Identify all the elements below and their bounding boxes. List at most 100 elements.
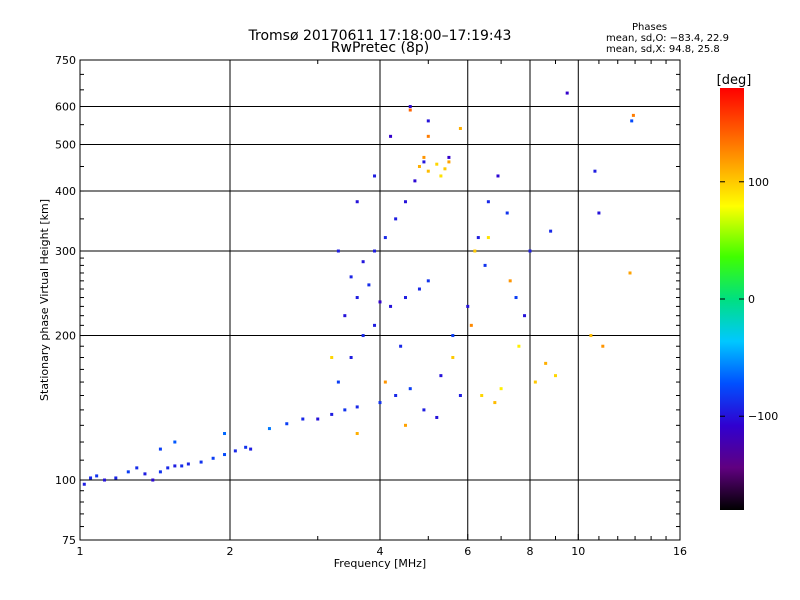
echo-point	[597, 211, 601, 215]
x-axis-label: Frequency [MHz]	[334, 557, 426, 570]
echo-point	[417, 287, 421, 291]
colorbar-tick-label: −100	[748, 410, 778, 423]
echo-point	[426, 134, 430, 138]
echo-point	[267, 427, 271, 431]
echo-point	[413, 179, 417, 183]
echo-point	[336, 249, 340, 253]
chart-title: Tromsø 20170611 17:18:00–17:19:43	[248, 28, 512, 44]
echo-point	[355, 200, 359, 204]
echo-point	[593, 169, 597, 173]
echo-point	[480, 394, 484, 398]
phase-stats-x-mode: mean, sd,X: 94.8, 25.8	[606, 44, 720, 55]
echo-point	[89, 476, 93, 480]
echo-point	[508, 279, 512, 283]
echo-point	[249, 447, 253, 451]
colorbar-label: [deg]	[717, 73, 752, 88]
echo-point	[301, 417, 305, 421]
echo-point	[426, 119, 430, 123]
echo-point	[199, 460, 203, 464]
echo-point	[95, 474, 99, 478]
echo-point	[435, 415, 439, 419]
echo-point	[483, 263, 487, 267]
echo-point	[458, 126, 462, 130]
echo-point	[533, 380, 537, 384]
x-tick-label: 10	[571, 545, 585, 558]
echo-point	[223, 453, 227, 457]
echo-point	[378, 300, 382, 304]
echo-point	[408, 387, 412, 391]
echo-point	[514, 296, 518, 300]
echo-point	[447, 155, 451, 159]
echo-point	[493, 401, 497, 405]
echo-point	[417, 164, 421, 168]
grid-lines	[80, 60, 680, 540]
echo-point	[383, 236, 387, 240]
echo-point	[408, 108, 412, 112]
y-tick-label: 400	[55, 185, 76, 198]
echo-point	[443, 167, 447, 171]
echo-point	[244, 445, 248, 449]
echo-point	[451, 355, 455, 359]
echo-point	[343, 408, 347, 412]
echo-point	[336, 380, 340, 384]
echo-point	[166, 466, 170, 470]
echo-point	[631, 113, 635, 117]
echo-point	[601, 344, 605, 348]
echo-point	[82, 482, 86, 486]
x-tick-label: 16	[673, 545, 687, 558]
echo-point	[355, 296, 359, 300]
echo-point	[476, 236, 480, 240]
echo-point	[439, 174, 443, 178]
x-tick-label: 6	[464, 545, 471, 558]
echo-point	[517, 344, 521, 348]
colorbar-tick-label: 100	[748, 176, 769, 189]
echo-point	[285, 422, 289, 426]
echo-point	[394, 217, 398, 221]
x-tick-label: 2	[227, 545, 234, 558]
y-tick-label: 100	[55, 474, 76, 487]
echo-point	[496, 174, 500, 178]
echo-point	[349, 355, 353, 359]
echo-point	[447, 160, 451, 164]
echo-point	[426, 279, 430, 283]
echo-point	[233, 449, 237, 453]
echo-point	[451, 334, 455, 338]
echo-point	[403, 423, 407, 427]
echo-point	[426, 169, 430, 173]
echo-point	[473, 249, 477, 253]
echo-point	[151, 478, 155, 482]
colorbar-tick-label: 0	[748, 293, 755, 306]
echo-point	[373, 174, 377, 178]
echo-point	[143, 472, 147, 476]
echo-point	[223, 432, 227, 436]
echo-point	[439, 374, 443, 378]
echo-point	[158, 470, 162, 474]
echo-point	[466, 304, 470, 308]
echo-point	[399, 344, 403, 348]
echo-point	[486, 200, 490, 204]
echo-point	[523, 314, 527, 318]
echo-point	[349, 275, 353, 279]
y-axis-label: Stationary phase Virtual Height [km]	[38, 199, 51, 401]
echo-point	[389, 304, 393, 308]
phase-stats-title: Phases	[632, 22, 668, 33]
x-tick-label: 8	[527, 545, 534, 558]
echo-point	[186, 462, 190, 466]
echo-point	[330, 355, 334, 359]
echo-point	[553, 374, 557, 378]
echo-point	[355, 432, 359, 436]
echo-point	[628, 271, 632, 275]
axes: 1 2 4 6 8 10 16 75 100 200 300 400 500 600 750	[55, 54, 687, 558]
x-tick-label: 4	[377, 545, 384, 558]
echo-point	[367, 283, 371, 287]
echo-point	[361, 260, 365, 264]
echo-point	[499, 387, 503, 391]
phase-stats-o-mode: mean, sd,O: −83.4, 22.9	[606, 33, 729, 44]
echo-point	[316, 417, 320, 421]
scatter-points	[82, 91, 635, 486]
echo-point	[330, 412, 334, 416]
echo-point	[403, 296, 407, 300]
echo-point	[180, 464, 184, 468]
echo-point	[135, 466, 139, 470]
